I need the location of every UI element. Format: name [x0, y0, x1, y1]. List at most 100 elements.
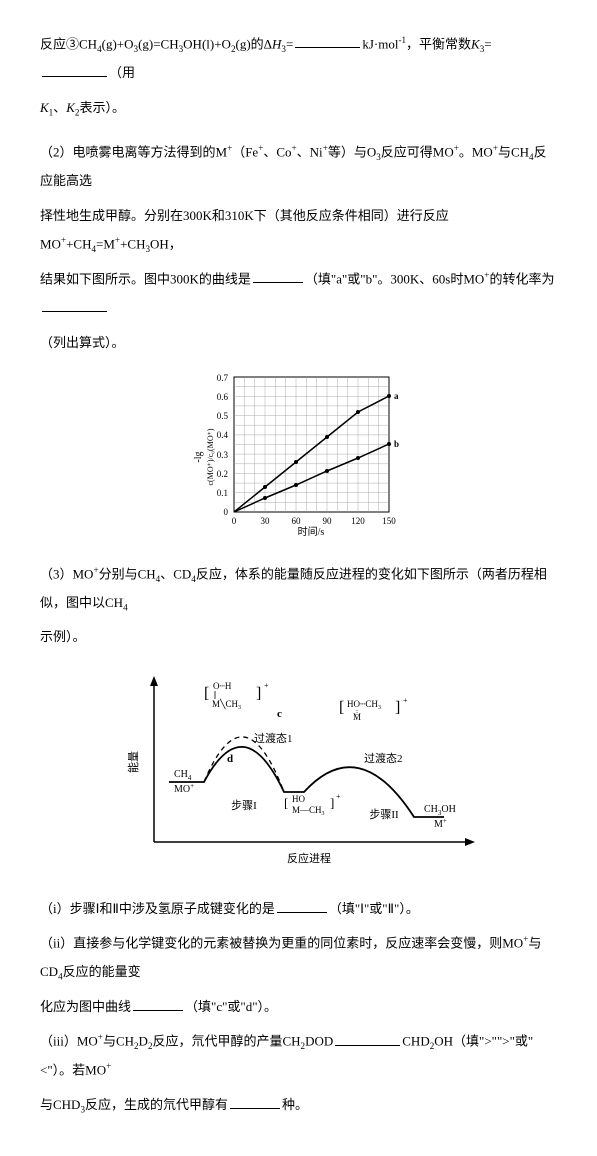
t: +CH — [120, 237, 145, 252]
t: （填"c"或"d"）。 — [185, 999, 277, 1014]
t: D — [139, 1034, 148, 1049]
t: 与CHD — [40, 1097, 80, 1112]
para-iib: 化应为图中曲线 （填"c"或"d"）。 — [40, 993, 557, 1022]
t: =M — [96, 237, 115, 252]
t: (g)的Δ — [236, 36, 273, 51]
t: DOD — [305, 1034, 333, 1049]
para-ii: （ii）直接参与化学键变化的元素被替换为更重的同位素时，反应速率会变慢，则MO+… — [40, 929, 557, 987]
blank — [133, 997, 183, 1011]
t: 示例）。 — [40, 629, 86, 644]
svg-text:-lg: -lg — [193, 452, 204, 463]
t: （Fe — [232, 144, 258, 159]
t: 化应为图中曲线 — [40, 999, 131, 1014]
svg-text:0.5: 0.5 — [216, 411, 228, 421]
svg-text:150: 150 — [382, 516, 396, 526]
svg-text:90: 90 — [322, 516, 332, 526]
svg-text:]: ] — [256, 685, 261, 702]
blank — [335, 1032, 400, 1046]
chart-1: a b 0 0.1 0.2 0.3 0.4 0.5 0.6 0.7 0 30 6… — [40, 367, 557, 548]
para-1: 反应③CH4(g)+O3(g)=CH3OH(l)+O2(g)的ΔH3=kJ·mo… — [40, 30, 557, 88]
para-2c: 结果如下图所示。图中300K的曲线是（填"a"或"b"。300K、60s时MO+… — [40, 265, 557, 323]
para-iii: （iii）MO+与CH2D2反应，氘代甲醇的产量CH2DODCHD2OH（填">… — [40, 1027, 557, 1085]
svg-text:[: [ — [204, 685, 209, 702]
sup: + — [106, 1061, 111, 1071]
t: K — [471, 36, 480, 51]
sup: -1 — [398, 35, 406, 45]
t: 、Co — [263, 144, 291, 159]
svg-text:M: M — [353, 712, 361, 722]
svg-text:M—CH3: M—CH3 — [292, 805, 325, 817]
svg-text:+: + — [264, 681, 269, 690]
svg-text:0.3: 0.3 — [216, 450, 228, 460]
svg-text:60: 60 — [291, 516, 301, 526]
line-chart: a b 0 0.1 0.2 0.3 0.4 0.5 0.6 0.7 0 30 6… — [189, 367, 409, 537]
svg-text:+: + — [336, 792, 341, 801]
svg-text:120: 120 — [351, 516, 365, 526]
svg-text:0.2: 0.2 — [216, 469, 227, 479]
t: 结果如下图所示。图中300K的曲线是 — [40, 271, 251, 286]
t: 等）与O — [328, 144, 376, 159]
t: 。MO — [459, 144, 493, 159]
t: 、CD — [160, 566, 191, 581]
t: 的转化率为 — [489, 271, 554, 286]
t: （3）MO — [40, 566, 93, 581]
label-d: d — [227, 753, 233, 765]
step1-label: 步骤I — [231, 799, 257, 812]
svg-text:]: ] — [395, 699, 400, 716]
blank — [277, 899, 327, 913]
blank — [42, 298, 107, 312]
t: H — [272, 36, 281, 51]
t: +CH — [66, 237, 91, 252]
t: ，平衡常数 — [406, 36, 471, 51]
svg-text:30: 30 — [260, 516, 270, 526]
t: （iii）MO — [40, 1034, 98, 1049]
svg-text:O┄H: O┄H — [213, 681, 232, 691]
t: = — [484, 36, 491, 51]
blank — [42, 63, 107, 77]
svg-text:0.4: 0.4 — [216, 430, 228, 440]
svg-text:HO: HO — [292, 794, 305, 804]
label-b: b — [394, 439, 399, 449]
t: 、 — [53, 100, 66, 115]
t: OH(l)+O — [183, 36, 231, 51]
chart-2: 能量 反应进程 c d 过渡态1 过渡态2 步骤I 步骤II CH4 MO+ [… — [40, 662, 557, 883]
t: 表示）。 — [79, 100, 125, 115]
ts2-label: 过渡态2 — [364, 751, 403, 765]
t: 种。 — [282, 1097, 308, 1112]
t: （用 — [109, 65, 135, 80]
blank — [295, 34, 360, 48]
t: （列出算式）。 — [40, 335, 125, 350]
t: 与CH — [498, 144, 529, 159]
blank — [253, 269, 303, 283]
para-2: （2）电喷雾电离等方法得到的M+（Fe+、Co+、Ni+等）与O3反应可得MO+… — [40, 138, 557, 196]
t: 、Ni — [297, 144, 323, 159]
svg-text:MO+: MO+ — [174, 782, 194, 795]
t: 反应，氘代甲醇的产量CH — [152, 1034, 300, 1049]
t: （2）电喷雾电离等方法得到的M — [40, 144, 227, 159]
label-c: c — [277, 708, 282, 720]
t: kJ·mol — [362, 36, 398, 51]
ylabel: 能量 — [126, 751, 140, 773]
para-3b: 示例）。 — [40, 623, 557, 652]
t: 反应可得MO — [381, 144, 454, 159]
xlabel: 反应进程 — [287, 851, 331, 865]
t: CHD — [402, 1034, 429, 1049]
svg-text:HO┄CH3: HO┄CH3 — [347, 699, 381, 711]
para-2d: （列出算式）。 — [40, 329, 557, 358]
svg-text:0.7: 0.7 — [216, 373, 228, 383]
t: (g)+O — [102, 36, 134, 51]
t: K — [40, 100, 49, 115]
r-ch4: CH — [174, 769, 188, 780]
t: = — [286, 36, 293, 51]
t: 反应的能量变 — [63, 964, 141, 979]
t: （i）步骤Ⅰ和Ⅱ中涉及氢原子成键变化的是 — [40, 901, 275, 916]
svg-text:+: + — [403, 696, 408, 705]
para-3: （3）MO+分别与CH4、CD4反应，体系的能量随反应进程的变化如下图所示（两者… — [40, 560, 557, 618]
svg-text:M+: M+ — [434, 817, 447, 830]
para-iiib: 与CHD3反应，生成的氘代甲醇有种。 — [40, 1091, 557, 1120]
svg-text:0.1: 0.1 — [216, 488, 227, 498]
step2-label: 步骤II — [369, 808, 399, 821]
energy-diagram: 能量 反应进程 c d 过渡态1 过渡态2 步骤I 步骤II CH4 MO+ [… — [109, 662, 489, 872]
para-2b: 择性地生成甲醇。分别在300K和310K下（其他反应条件相同）进行反应MO++C… — [40, 202, 557, 260]
para-i: （i）步骤Ⅰ和Ⅱ中涉及氢原子成键变化的是（填"Ⅰ"或"Ⅱ"）。 — [40, 895, 557, 924]
